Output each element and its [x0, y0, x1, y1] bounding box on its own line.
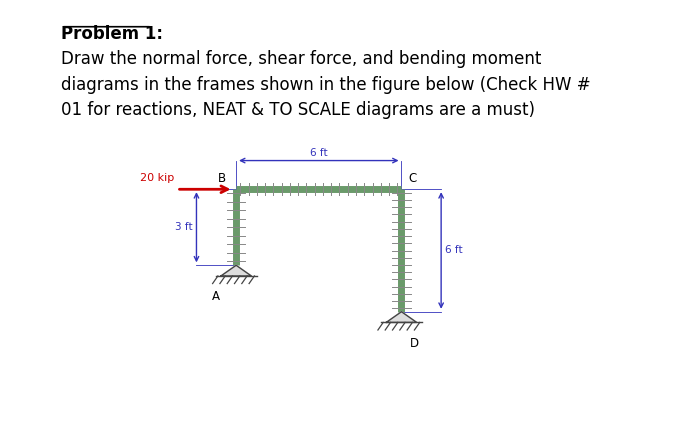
Text: D: D — [410, 337, 419, 350]
Text: Draw the normal force, shear force, and bending moment
diagrams in the frames sh: Draw the normal force, shear force, and … — [61, 50, 591, 119]
Text: B: B — [218, 172, 225, 185]
Text: C: C — [408, 172, 416, 185]
Text: 20 kip: 20 kip — [140, 173, 174, 183]
Text: Problem 1:: Problem 1: — [61, 25, 163, 42]
Text: 6 ft: 6 ft — [445, 246, 463, 255]
Polygon shape — [386, 312, 416, 323]
Text: 3 ft: 3 ft — [175, 222, 192, 232]
Text: 6 ft: 6 ft — [310, 147, 328, 158]
Text: A: A — [212, 290, 220, 303]
Polygon shape — [221, 265, 251, 276]
